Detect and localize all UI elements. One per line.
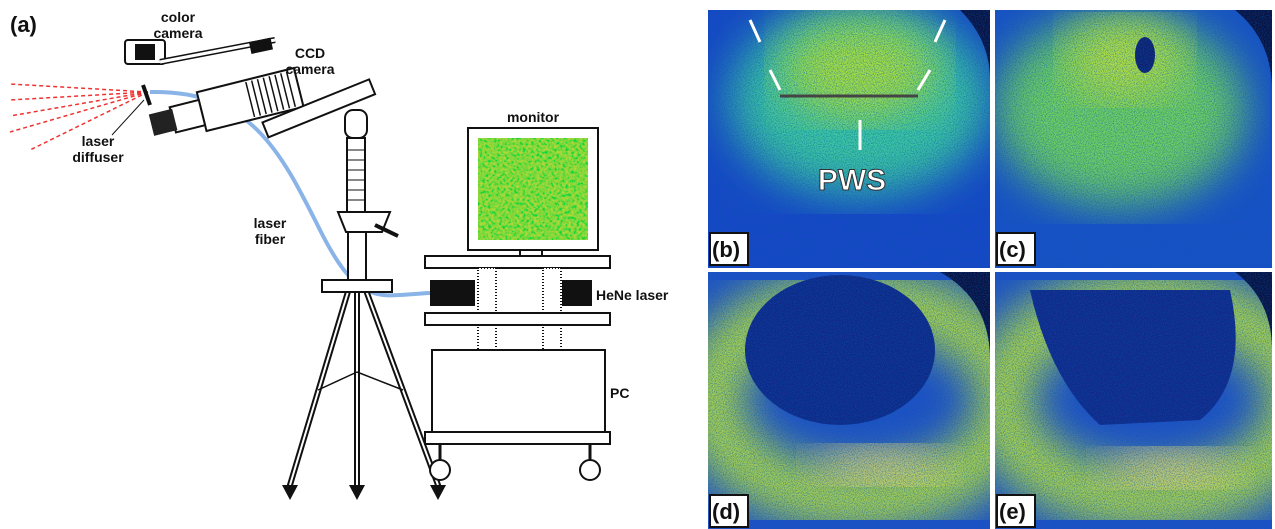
label: PC	[610, 385, 629, 401]
image-d	[708, 272, 1010, 529]
panel-label: (e)	[999, 499, 1026, 524]
image-c	[995, 10, 1272, 268]
label-line: laser	[254, 215, 287, 231]
panel-label: (c)	[999, 237, 1026, 262]
annotation: PWS	[818, 164, 886, 197]
setup-diagram: (a)	[10, 9, 669, 500]
cart	[425, 128, 610, 480]
laser-rays	[10, 84, 148, 150]
label: HeNe laser	[596, 287, 669, 303]
label-line: CCD	[295, 45, 325, 61]
label: monitor	[507, 109, 560, 125]
label-line: fiber	[255, 231, 286, 247]
label-line: color	[161, 9, 196, 25]
panel-label: (d)	[712, 499, 740, 524]
label-line: camera	[285, 61, 334, 77]
image-e	[995, 272, 1275, 529]
figure: (a)	[0, 0, 1275, 529]
label-line: laser	[82, 133, 115, 149]
label-line: diffuser	[72, 149, 124, 165]
panel-label: (a)	[10, 12, 37, 37]
label-line: camera	[153, 25, 202, 41]
image-b: PWS	[708, 5, 990, 268]
tripod	[262, 79, 446, 500]
panel-label: (b)	[712, 237, 740, 262]
